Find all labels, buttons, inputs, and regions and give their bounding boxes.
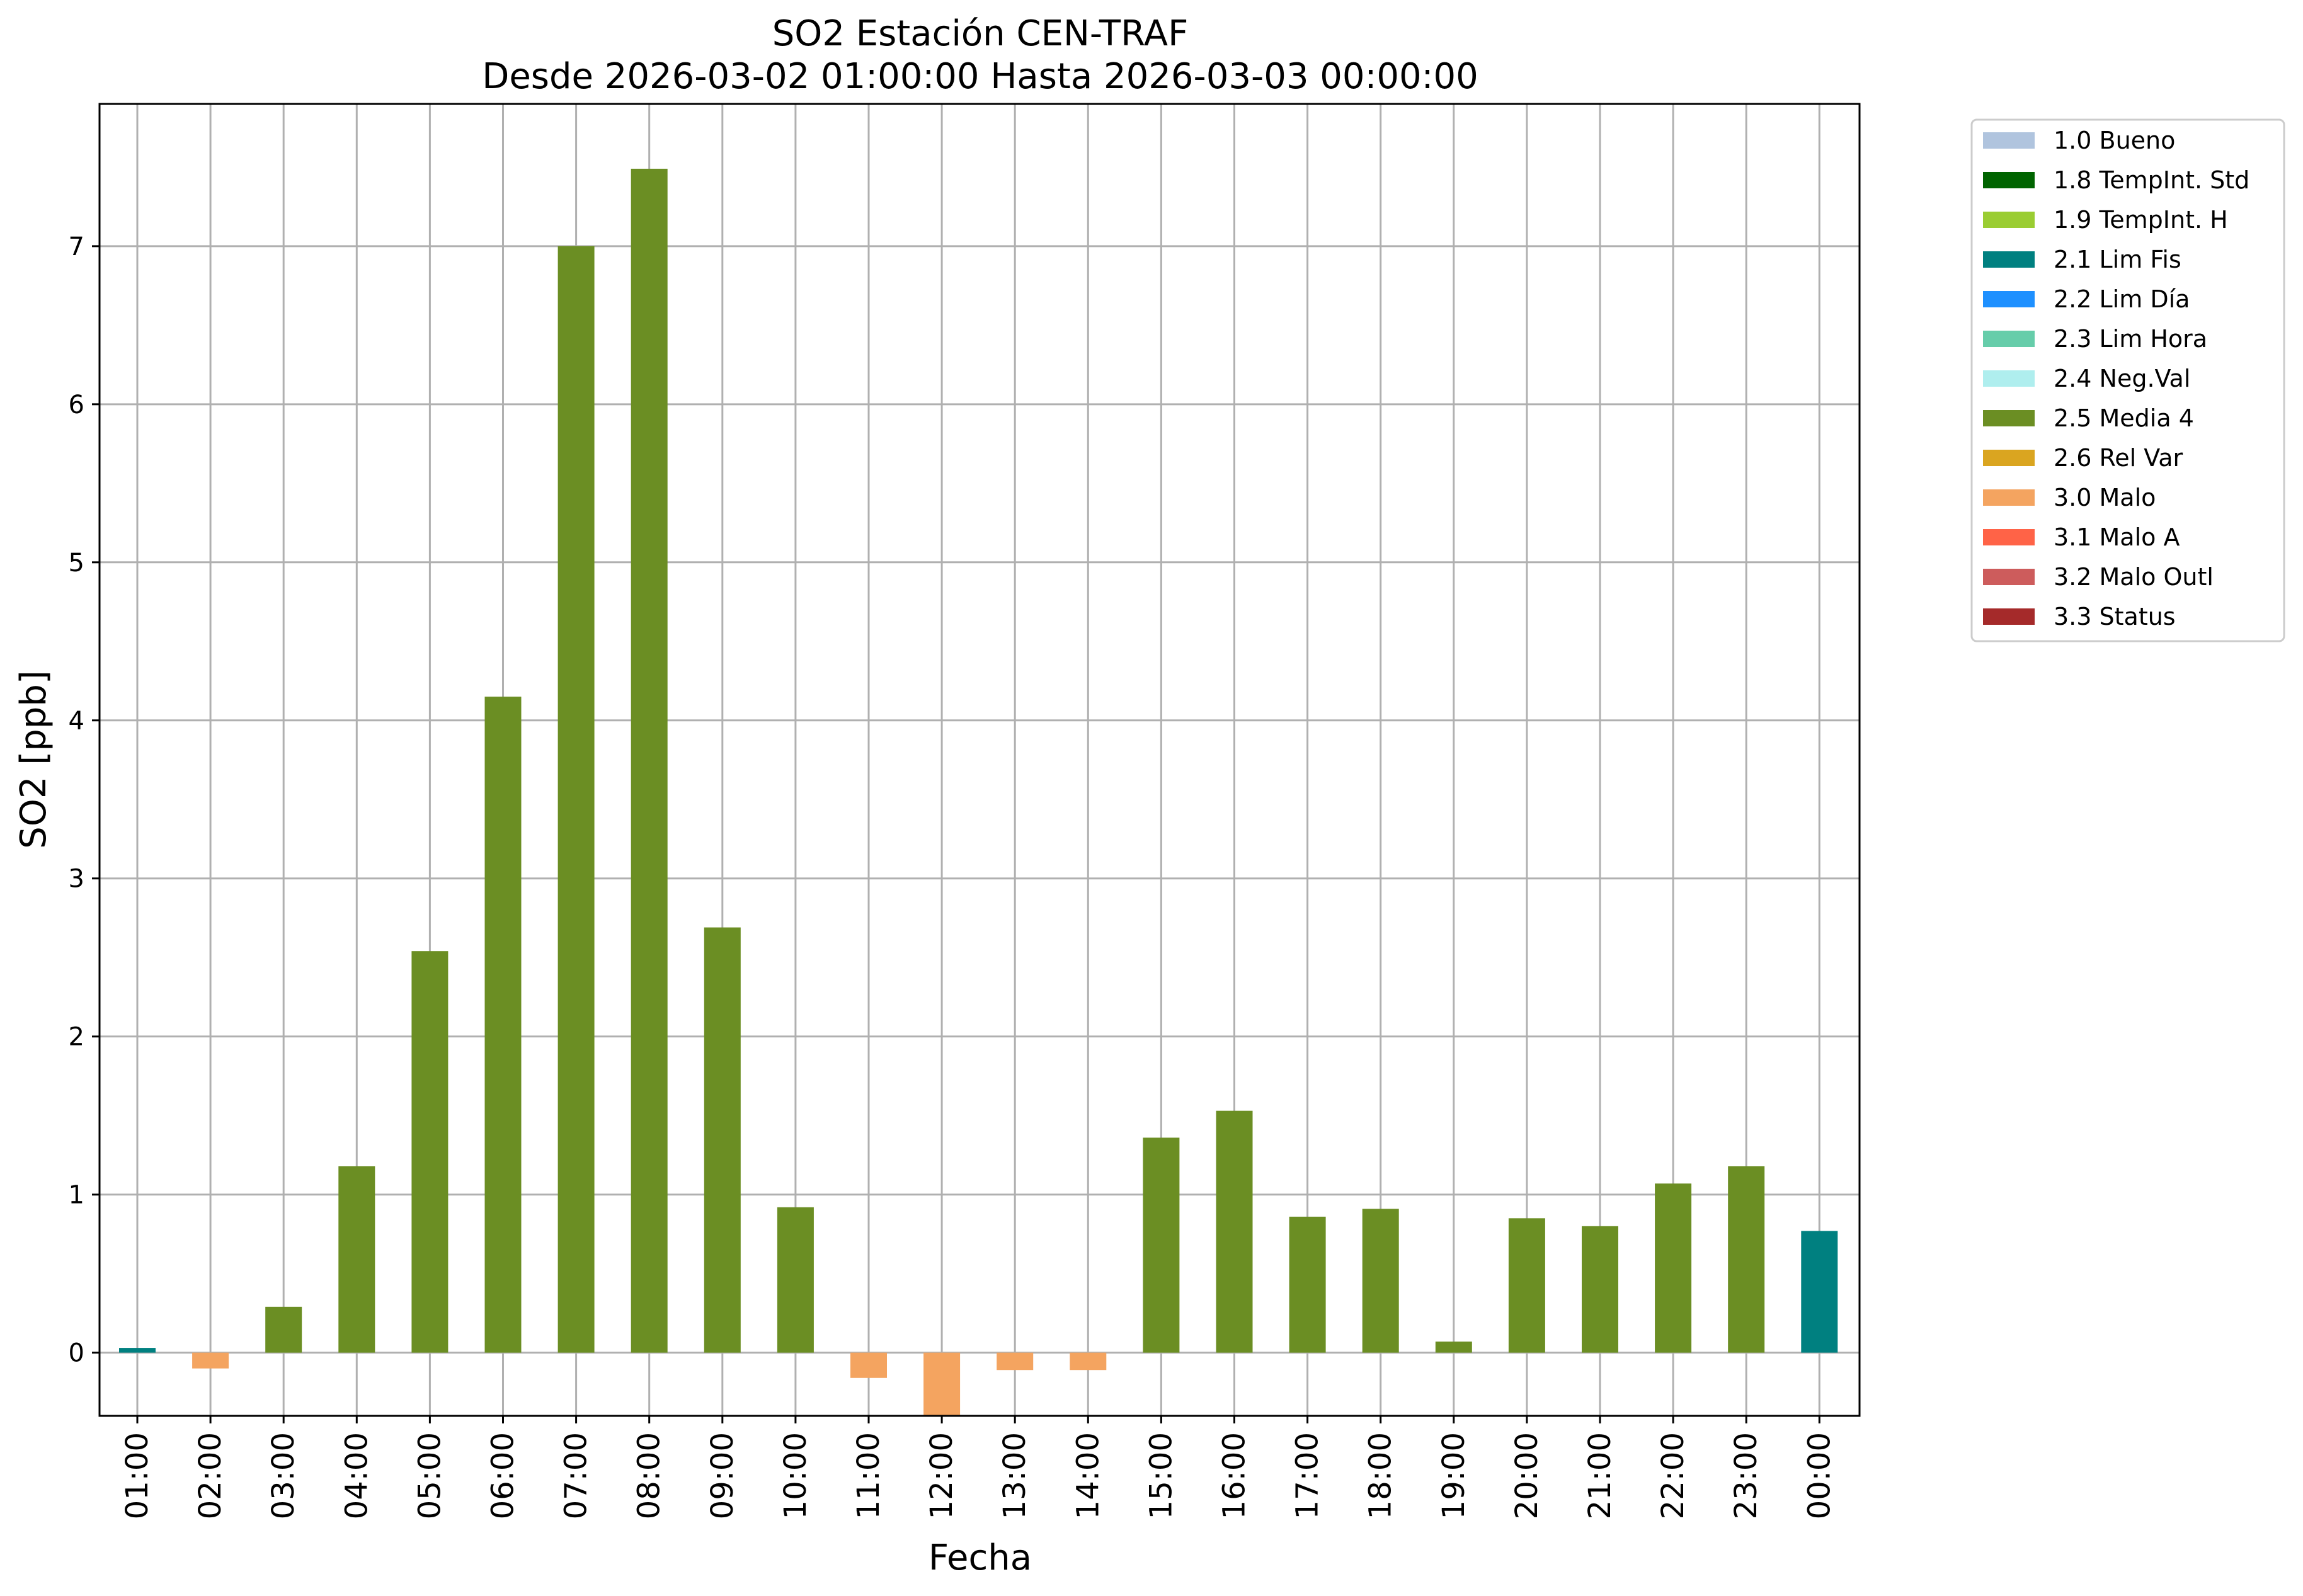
legend-swatch — [1983, 410, 2035, 426]
bar-2000 — [1508, 1218, 1545, 1353]
x-tick-label: 09:00 — [705, 1432, 740, 1519]
y-tick-label: 3 — [69, 865, 84, 894]
legend-item-label: 3.2 Malo Outl — [2054, 563, 2214, 591]
x-tick-label: 08:00 — [632, 1432, 667, 1519]
bar-0900 — [704, 927, 741, 1353]
legend-item-label: 3.0 Malo — [2054, 484, 2156, 511]
legend-item-label: 3.3 Status — [2054, 603, 2176, 630]
bar-2300 — [1728, 1166, 1765, 1353]
legend-swatch — [1983, 331, 2035, 347]
bar-1400 — [1070, 1352, 1107, 1371]
bar-0000 — [1801, 1231, 1838, 1353]
legend-swatch — [1983, 450, 2035, 466]
legend-swatch — [1983, 291, 2035, 307]
bar-2100 — [1582, 1226, 1618, 1353]
x-tick-label: 04:00 — [339, 1432, 374, 1519]
x-tick-label: 12:00 — [924, 1432, 959, 1519]
legend-swatch — [1983, 172, 2035, 188]
x-tick-label: 20:00 — [1509, 1432, 1545, 1519]
y-axis-label: SO2 [ppb] — [13, 670, 54, 848]
legend-frame — [1970, 118, 2285, 642]
bar-0500 — [411, 951, 449, 1353]
bar-0700 — [557, 246, 595, 1353]
y-tick-label: 2 — [69, 1023, 84, 1052]
x-tick-label: 19:00 — [1436, 1432, 1472, 1519]
x-tick-label: 15:00 — [1143, 1432, 1179, 1519]
bar-1200 — [923, 1352, 961, 1416]
bar-1000 — [777, 1207, 814, 1353]
legend-item-label: 2.1 Lim Fis — [2054, 246, 2181, 273]
legend-item-label: 3.1 Malo A — [2054, 523, 2180, 551]
bar-0400 — [338, 1166, 375, 1353]
x-tick-label: 06:00 — [486, 1432, 521, 1519]
bar-0200 — [192, 1352, 229, 1369]
plot-frame — [98, 103, 1861, 1417]
legend: 1.0 Bueno 1.8 TempInt. Std 1.9 TempInt. H 2… — [1970, 118, 2285, 642]
y-tick-label: 4 — [69, 707, 84, 736]
y-tick-label: 5 — [69, 549, 84, 578]
legend-swatch — [1983, 489, 2035, 506]
chart-subtitle: Desde 2026-03-02 01:00:00 Hasta 2026-03-… — [482, 56, 1478, 97]
legend-item-label: 2.2 Lim Día — [2054, 285, 2190, 313]
bar-1700 — [1289, 1216, 1326, 1353]
legend-swatch — [1983, 132, 2035, 149]
y-axis-ticks: 0 1 2 3 4 5 6 7 — [69, 232, 100, 1368]
bar-2200 — [1655, 1183, 1692, 1353]
x-tick-label: 02:00 — [193, 1432, 228, 1519]
x-axis-ticks: 01:00 02:00 03:00 04:00 05:00 06:00 07:00 08:00… — [120, 1416, 1837, 1519]
bars-group — [119, 168, 1838, 1416]
x-tick-label: 10:00 — [778, 1432, 813, 1519]
legend-item-label: 2.5 Media 4 — [2054, 404, 2194, 432]
x-axis-label: Fecha — [929, 1537, 1032, 1578]
legend-swatch — [1983, 608, 2035, 625]
x-tick-label: 21:00 — [1582, 1432, 1618, 1519]
x-tick-label: 07:00 — [559, 1432, 594, 1519]
legend-swatch — [1983, 370, 2035, 387]
bar-0600 — [484, 697, 522, 1353]
x-tick-label: 18:00 — [1363, 1432, 1398, 1519]
bar-1800 — [1362, 1209, 1399, 1353]
x-tick-label: 23:00 — [1729, 1432, 1764, 1519]
y-tick-label: 6 — [69, 390, 84, 419]
y-tick-label: 0 — [69, 1339, 84, 1368]
x-tick-label: 22:00 — [1655, 1432, 1691, 1519]
bar-1600 — [1216, 1110, 1253, 1353]
legend-swatch — [1983, 251, 2035, 268]
bar-1300 — [997, 1352, 1034, 1371]
x-tick-label: 16:00 — [1217, 1432, 1252, 1519]
x-tick-label: 00:00 — [1802, 1432, 1837, 1519]
bar-1500 — [1143, 1137, 1180, 1353]
bar-1900 — [1435, 1342, 1472, 1353]
legend-item-label: 2.4 Neg.Val — [2054, 365, 2190, 392]
legend-item-label: 1.8 TempInt. Std — [2054, 166, 2249, 194]
bar-0800 — [631, 168, 668, 1353]
x-tick-label: 13:00 — [997, 1432, 1032, 1519]
x-tick-label: 11:00 — [851, 1432, 886, 1519]
x-tick-label: 05:00 — [412, 1432, 447, 1519]
legend-item-label: 1.0 Bueno — [2054, 127, 2175, 154]
y-tick-label: 7 — [69, 232, 84, 261]
legend-item-label: 2.6 Rel Var — [2054, 444, 2183, 472]
legend-swatch — [1983, 529, 2035, 545]
x-tick-label: 01:00 — [120, 1432, 155, 1519]
bar-0300 — [265, 1306, 302, 1353]
x-tick-label: 17:00 — [1290, 1432, 1325, 1519]
legend-swatch — [1983, 212, 2035, 228]
bar-1100 — [850, 1352, 887, 1378]
legend-item-label: 1.9 TempInt. H — [2054, 206, 2228, 234]
x-tick-label: 03:00 — [266, 1432, 301, 1519]
bar-0100 — [119, 1348, 156, 1353]
x-tick-label: 14:00 — [1070, 1432, 1106, 1519]
chart-title: SO2 Estación CEN-TRAF — [772, 13, 1189, 54]
legend-item-label: 2.3 Lim Hora — [2054, 325, 2207, 353]
y-tick-label: 1 — [69, 1181, 84, 1210]
legend-swatch — [1983, 569, 2035, 585]
